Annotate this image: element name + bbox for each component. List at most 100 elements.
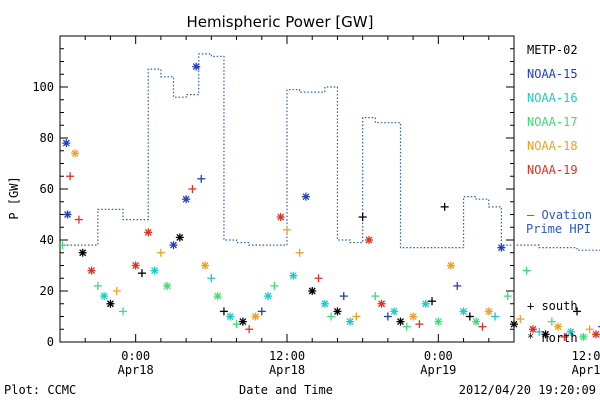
point-south (352, 312, 361, 321)
point-north (213, 292, 222, 301)
point-stroke (277, 213, 285, 221)
legend-entry-noaa-19: NOAA-19 (527, 163, 578, 177)
point-south (358, 213, 367, 222)
footer-left: Plot: CCMC (4, 383, 76, 397)
point-stroke (106, 300, 114, 308)
point-south (257, 307, 266, 316)
point-south (573, 307, 582, 316)
point-south (283, 225, 291, 234)
point-stroke (390, 307, 398, 315)
point-north (192, 62, 201, 71)
point-north (434, 317, 443, 326)
point-south (314, 274, 323, 283)
point-south (491, 312, 500, 321)
point-stroke (88, 267, 95, 275)
point-stroke (182, 195, 190, 203)
y-tick-label: 40 (40, 233, 54, 247)
point-north (150, 266, 159, 275)
point-stroke (592, 330, 600, 338)
footer-right: 2012/04/20 19:20:09 (459, 383, 596, 397)
x-tick-date-label: Apr19 (420, 363, 456, 377)
point-stroke (144, 228, 152, 236)
point-north (528, 325, 537, 334)
point-north (591, 330, 600, 339)
point-stroke (485, 307, 493, 315)
ovation-label-line1: — Ovation (527, 208, 592, 222)
ovation-legend: — Ovation Prime HPI (526, 208, 592, 236)
point-north (446, 261, 455, 270)
point-stroke (132, 262, 140, 269)
point-south (453, 281, 462, 290)
point-south (383, 312, 392, 321)
point-south (232, 320, 241, 329)
point-stroke (62, 139, 70, 147)
legend-entry-noaa-15: NOAA-15 (527, 67, 578, 81)
point-south (402, 322, 411, 331)
point-north (541, 330, 550, 339)
x-tick-date-label: Apr19 (572, 363, 600, 377)
point-north (409, 312, 418, 321)
legend-entry-noaa-16: NOAA-16 (527, 91, 578, 105)
point-stroke (64, 211, 72, 218)
point-north (364, 236, 373, 244)
point-north (554, 322, 563, 331)
x-tick-label: 12:00 (572, 349, 600, 363)
point-north (131, 261, 140, 270)
point-south (547, 317, 556, 326)
point-south (207, 274, 216, 283)
point-stroke (308, 287, 316, 295)
point-south (371, 292, 380, 301)
x-axis-label: Date and Time (239, 383, 333, 397)
x-tick-labels: 0:00Apr1812:00Apr180:00Apr1912:00Apr190:… (118, 349, 600, 377)
point-stroke (346, 318, 354, 326)
chart-title: Hemispheric Power [GW] (187, 13, 374, 31)
point-north (396, 317, 405, 326)
y-tick-label: 20 (40, 284, 54, 298)
point-south (327, 312, 336, 321)
point-south (478, 322, 487, 331)
point-south (112, 287, 121, 295)
point-south (522, 266, 531, 275)
point-south (197, 174, 206, 183)
point-stroke (447, 262, 455, 269)
marker-legend-north: * north (527, 331, 578, 345)
point-stroke (239, 318, 247, 326)
point-stroke (151, 267, 159, 275)
point-south (119, 307, 128, 316)
point-stroke (333, 307, 341, 315)
point-stroke (264, 292, 272, 300)
point-south (339, 292, 348, 301)
point-stroke (252, 313, 259, 320)
y-tick-label: 60 (40, 182, 54, 196)
point-north (484, 307, 493, 316)
marker-legend: + south * north (527, 299, 578, 345)
point-north (100, 292, 109, 301)
point-stroke (71, 149, 79, 157)
y-tick-label: 80 (40, 131, 54, 145)
point-south (58, 241, 67, 250)
point-stroke (434, 318, 442, 326)
point-south (585, 325, 594, 334)
point-north (276, 213, 285, 222)
point-north (579, 332, 588, 341)
point-stroke (192, 63, 200, 71)
legend-entry-noaa-18: NOAA-18 (527, 139, 578, 153)
x-tick-label: 12:00 (269, 349, 305, 363)
point-stroke (529, 325, 537, 333)
point-north (78, 248, 87, 257)
data-points-layer (58, 62, 600, 341)
point-south (93, 281, 102, 290)
point-stroke (409, 313, 417, 320)
point-north (169, 241, 178, 250)
point-south (188, 185, 197, 193)
point-north (566, 327, 575, 336)
y-tick-label: 100 (32, 80, 54, 94)
point-stroke (201, 262, 209, 269)
point-north (497, 243, 506, 252)
point-stroke (289, 272, 297, 280)
point-stroke (302, 193, 310, 201)
point-south (66, 172, 75, 181)
point-north (251, 312, 260, 321)
point-stroke (170, 241, 177, 249)
ovation-line-layer (60, 53, 600, 251)
